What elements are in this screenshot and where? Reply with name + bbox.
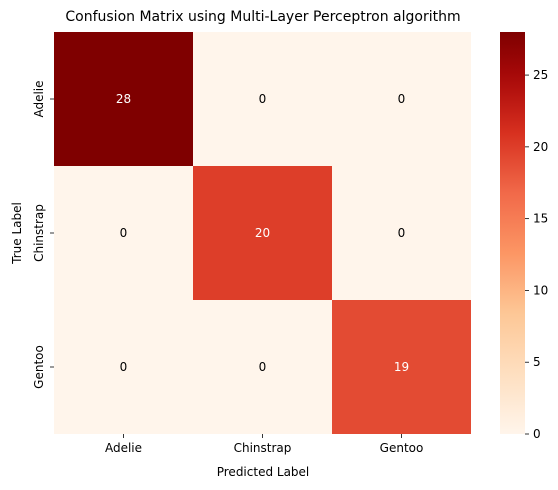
heatmap-cell-r0-c1 (193, 32, 332, 166)
cell-value-r0-c2: 0 (398, 92, 406, 106)
cell-value-r1-c1: 20 (255, 226, 270, 240)
colorbar-tick-label-4: 20 (533, 140, 548, 154)
heatmap-cell-r2-c1 (193, 300, 332, 434)
cell-value-r0-c1: 0 (259, 92, 267, 106)
heatmap-cell-r2-c0 (54, 300, 193, 434)
colorbar-tick-label-0: 0 (533, 427, 541, 441)
y-tick-label-0: Adelie (32, 80, 46, 117)
heatmap-cell-r0-c0 (54, 32, 193, 166)
cell-value-r0-c0: 28 (116, 92, 131, 106)
colorbar-gradient (500, 32, 525, 434)
heatmap-cells (54, 32, 471, 434)
y-tick-label-2: Gentoo (32, 345, 46, 389)
cell-value-r1-c2: 0 (398, 226, 406, 240)
colorbar-tick-label-2: 10 (533, 283, 548, 297)
cell-value-r1-c0: 0 (120, 226, 128, 240)
x-tick-label-0: Adelie (105, 441, 142, 455)
chart-title: Confusion Matrix using Multi-Layer Perce… (65, 9, 460, 25)
heatmap-cell-r1-c0 (54, 166, 193, 300)
colorbar-tick-label-5: 25 (533, 68, 548, 82)
x-axis-ticks: Adelie Chinstrap Gentoo (105, 434, 423, 455)
x-tick-label-2: Gentoo (380, 441, 424, 455)
colorbar (500, 32, 525, 434)
y-axis-label: True Label (10, 202, 24, 265)
heatmap-cell-r0-c2 (332, 32, 471, 166)
y-axis-ticks: Adelie Chinstrap Gentoo (32, 80, 54, 389)
cell-value-r2-c2: 19 (394, 360, 409, 374)
cell-value-r2-c0: 0 (120, 360, 128, 374)
cell-value-r2-c1: 0 (259, 360, 267, 374)
heatmap-cell-labels: 28 0 0 0 20 0 0 0 19 (116, 92, 409, 374)
x-axis-label: Predicted Label (217, 465, 310, 479)
colorbar-tick-label-1: 5 (533, 355, 541, 369)
y-tick-label-1: Chinstrap (32, 204, 46, 262)
colorbar-ticks: 0 5 10 15 20 25 (525, 68, 548, 441)
heatmap-cell-r1-c1 (193, 166, 332, 300)
heatmap-cell-r2-c2 (332, 300, 471, 434)
x-tick-label-1: Chinstrap (234, 441, 292, 455)
colorbar-tick-label-3: 15 (533, 212, 548, 226)
heatmap-cell-r1-c2 (332, 166, 471, 300)
